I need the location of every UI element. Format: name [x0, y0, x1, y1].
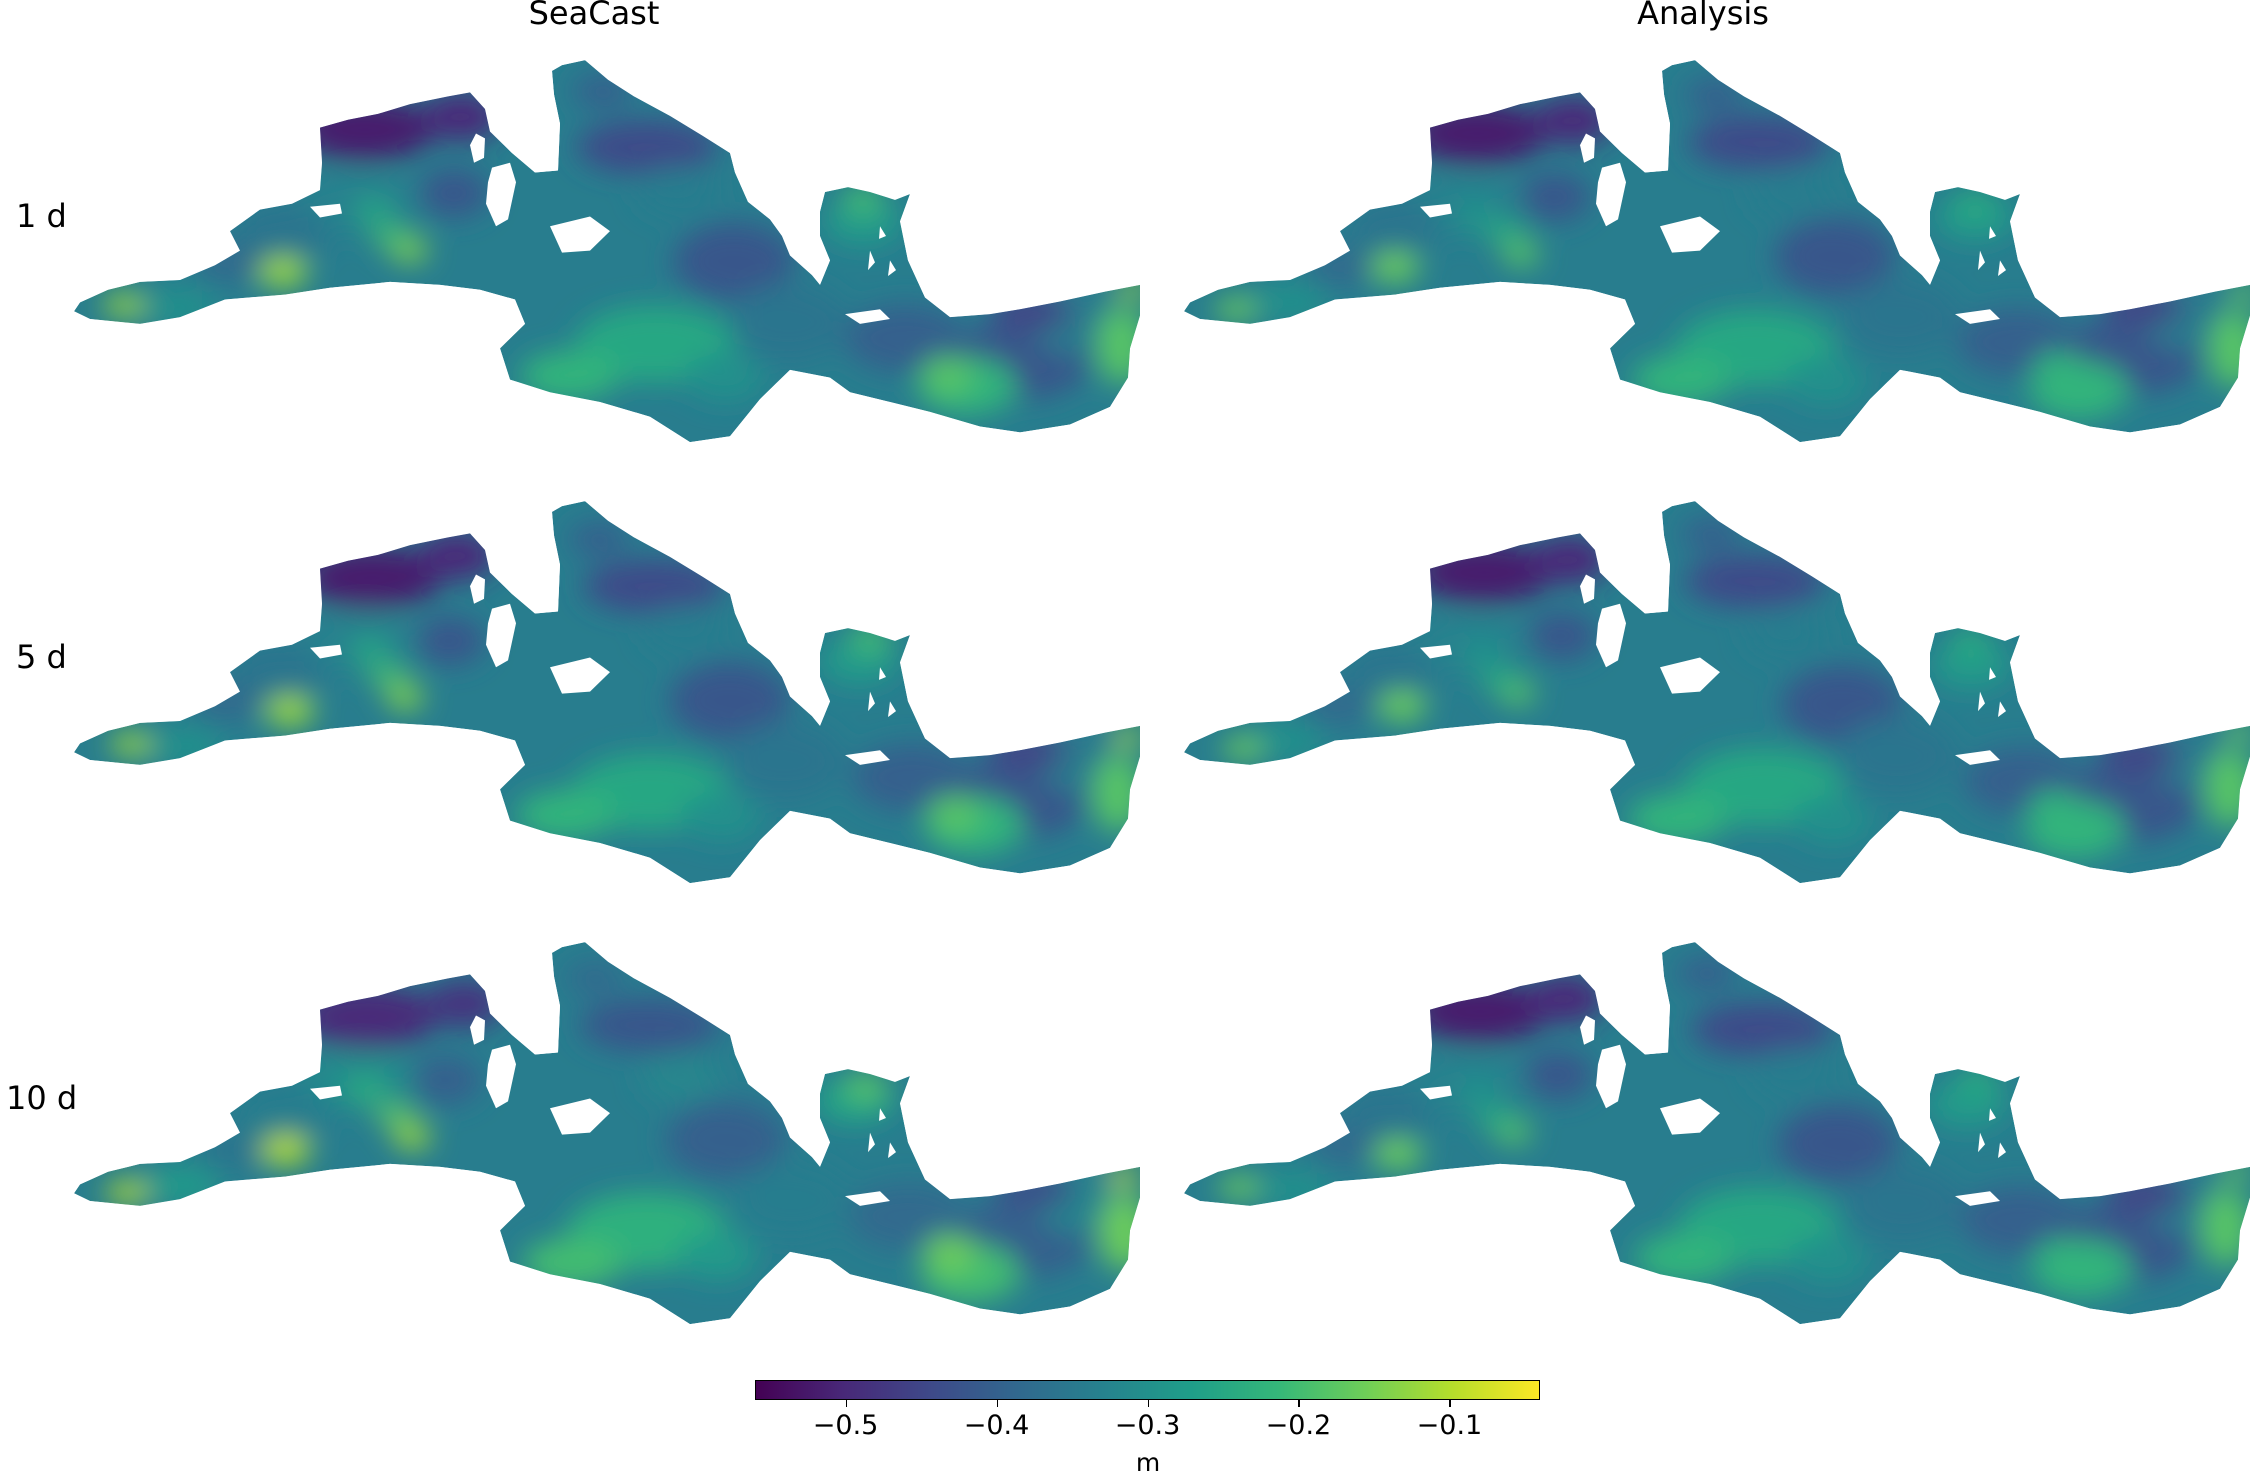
map-panel-analysis-5d: [1140, 467, 2250, 887]
colorbar-tick: [845, 1399, 848, 1407]
map-panel-seacast-5d: [30, 467, 1140, 887]
row-label-1d: 1 d: [16, 197, 67, 235]
colorbar-unit-label: m: [1135, 1448, 1161, 1477]
map-panel-seacast-1d: [30, 26, 1140, 446]
map-panel-seacast-10d: [30, 908, 1140, 1328]
colorbar-tick: [1147, 1399, 1149, 1407]
map-panel-analysis-1d: [1140, 26, 2250, 446]
column-title-analysis: Analysis: [1637, 0, 1769, 32]
row-label-10d: 10 d: [6, 1079, 78, 1117]
row-label-5d: 5 d: [16, 638, 67, 676]
map-panel-analysis-10d: [1140, 908, 2250, 1328]
colorbar-tick: [1298, 1399, 1300, 1407]
colorbar-tick-label: −0.5: [812, 1410, 879, 1441]
colorbar-tick-label: −0.1: [1416, 1410, 1483, 1441]
column-title-seacast: SeaCast: [528, 0, 660, 32]
colorbar-tick-label: −0.2: [1265, 1410, 1332, 1441]
colorbar: [755, 1380, 1540, 1400]
colorbar-tick-label: −0.4: [963, 1410, 1030, 1441]
colorbar-tick-label: −0.3: [1114, 1410, 1181, 1441]
colorbar-tick: [1449, 1399, 1451, 1407]
colorbar-tick: [996, 1399, 999, 1407]
